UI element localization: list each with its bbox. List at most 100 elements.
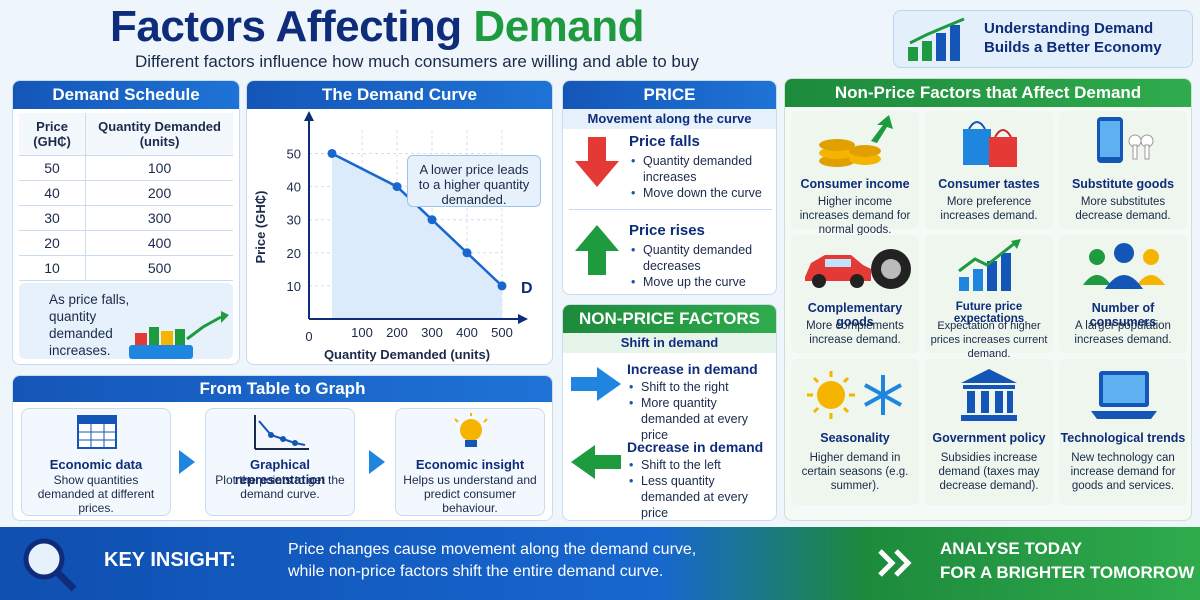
arrow-down-icon [575, 137, 619, 187]
chevrons-right-icon [878, 549, 912, 577]
x-tick-label: 200 [386, 325, 408, 340]
sun-snowflake-icon [807, 371, 902, 419]
table-row: 20 400 [19, 230, 233, 256]
price-title: PRICE [563, 81, 776, 109]
arrow-right-icon [369, 450, 385, 474]
schedule-note: As price falls, quantity demanded increa… [19, 283, 233, 359]
coins-icon [819, 115, 893, 167]
factors-title: Non-Price Factors that Affect Demand [785, 79, 1191, 107]
table-row: 30 300 [19, 205, 233, 231]
laptop-icon [1091, 371, 1157, 419]
arrow-up-icon [575, 225, 619, 275]
demand-curve-title: The Demand Curve [247, 81, 552, 109]
y-axis-label: Price (GH₵) [253, 191, 268, 264]
y-tick-label: 30 [287, 213, 301, 228]
decrease-demand-list: Shift to the leftLess quantity demanded … [627, 457, 773, 520]
data-point [462, 248, 472, 258]
flow-step-title: Economic data [49, 457, 143, 472]
magnifier-icon [23, 538, 77, 592]
flow-step-data: Economic data Show quantities demanded a… [21, 408, 171, 516]
non-price-subtitle: Shift in demand [563, 333, 776, 353]
price-subtitle: Movement along the curve [563, 109, 776, 129]
non-price-panel: NON-PRICE FACTORS Shift in demand Increa… [562, 304, 777, 521]
factor-card-consumers: Number of consumers A larger population … [1059, 235, 1187, 353]
people-icon [1083, 243, 1165, 289]
price-falls-title: Price falls [629, 133, 700, 150]
key-insight-label: KEY INSIGHT: [104, 549, 236, 571]
factor-card-government: Government policy Subsidies increase dem… [925, 359, 1053, 505]
factors-panel: Non-Price Factors that Affect Demand Con… [784, 78, 1192, 521]
data-point [392, 182, 402, 192]
increase-demand-title: Increase in demand [627, 361, 758, 377]
demand-curve-panel: The Demand Curve Price (GH₵) Quantity De… [246, 80, 553, 365]
factor-card-tastes: Consumer tastes More preference increase… [925, 111, 1053, 229]
demand-curve-chart: Price (GH₵) Quantity Demanded (units) 0 … [253, 111, 533, 362]
page-subtitle: Different factors influence how much con… [135, 52, 699, 71]
x-axis-label: Quantity Demanded (units) [324, 347, 490, 362]
x-tick-label: 300 [421, 325, 443, 340]
banner-line-2: Builds a Better Economy [984, 39, 1162, 56]
page-title: Factors Affecting Demand [110, 2, 645, 51]
flow-step-insight: Economic insight Helps us understand and… [395, 408, 545, 516]
col-price: Price (GH₵) [19, 113, 87, 156]
col-quantity: Quantity Demanded (units) [85, 113, 233, 156]
demand-schedule-title: Demand Schedule [13, 81, 239, 109]
flow-step-desc: Plot the points to get the demand curve. [215, 473, 345, 501]
y-axis-arrow [304, 111, 314, 121]
x-axis-arrow [518, 314, 528, 324]
line-graph-icon [254, 415, 309, 450]
arrow-left-icon [571, 445, 621, 479]
bar-chart-icon [958, 239, 1021, 291]
price-panel: PRICE Movement along the curve Price fal… [562, 80, 777, 295]
banner-line-1: Understanding Demand [984, 20, 1154, 37]
flow-panel: From Table to Graph Economic data Show q… [12, 375, 553, 521]
spreadsheet-icon [77, 415, 117, 449]
non-price-title: NON-PRICE FACTORS [563, 305, 776, 333]
factor-card-substitutes: Substitute goods More substitutes decrea… [1059, 111, 1187, 229]
x-tick-label: 100 [351, 325, 373, 340]
y-tick-label: 10 [287, 279, 301, 294]
data-point [427, 215, 437, 225]
price-falls-list: Quantity demanded increasesMove down the… [629, 153, 769, 201]
origin-label: 0 [305, 329, 312, 344]
phone-earbuds-icon [1097, 117, 1154, 163]
arrow-right-icon [179, 450, 195, 474]
table-row: 40 200 [19, 180, 233, 206]
demand-schedule-table: Price (GH₵) Quantity Demanded (units) 50 1… [19, 113, 233, 281]
government-building-icon [961, 369, 1017, 421]
x-tick-label: 400 [456, 325, 478, 340]
data-point [497, 281, 507, 291]
lightbulb-icon [454, 413, 488, 447]
data-point [327, 148, 337, 158]
increase-demand-list: Shift to the rightMore quantity demanded… [627, 379, 773, 443]
curve-callout: A lower price leads to a higher quantity… [407, 155, 541, 207]
y-tick-label: 20 [287, 246, 301, 261]
demand-schedule-panel: Demand Schedule Price (GH₵) Quantity Dema… [12, 80, 240, 365]
price-rises-title: Price rises [629, 222, 705, 239]
factor-card-complements: Complementary goods More complements inc… [791, 235, 919, 353]
shopping-basket-icon [129, 311, 229, 359]
table-row: 10 500 [19, 255, 233, 281]
key-insight-text: Price changes cause movement along the d… [288, 541, 697, 580]
flow-title: From Table to Graph [13, 376, 552, 402]
flow-step-graph: Graphical representation Plot the points… [205, 408, 355, 516]
flow-step-title: Graphical representation [234, 457, 326, 487]
shopping-bags-icon [963, 121, 1017, 167]
factor-card-technology: Technological trends New technology can … [1059, 359, 1187, 505]
decrease-demand-title: Decrease in demand [627, 439, 764, 455]
banner: Understanding Demand Builds a Better Econ… [893, 10, 1193, 68]
flow-step-title: Economic insight [415, 457, 525, 472]
table-row: 50 100 [19, 155, 233, 181]
x-tick-label: 500 [491, 325, 513, 340]
flow-step-desc: Helps us understand and predict consumer… [403, 473, 537, 515]
factor-card-expectations: Future price expectations Expectation of… [925, 235, 1053, 360]
y-tick-label: 40 [287, 180, 301, 195]
growth-chart-icon [908, 17, 965, 61]
car-tyre-icon [805, 249, 911, 289]
curve-label-d: D [521, 280, 533, 297]
factor-card-seasonality: Seasonality Higher demand in certain sea… [791, 359, 919, 505]
flow-step-desc: Show quantities demanded at different pr… [37, 473, 155, 515]
curve-area [332, 153, 502, 319]
footer-cta: ANALYSE TODAY FOR A BRIGHTER TOMORROW [940, 539, 1195, 582]
factor-card-income: Consumer income Higher income increases … [791, 111, 919, 236]
